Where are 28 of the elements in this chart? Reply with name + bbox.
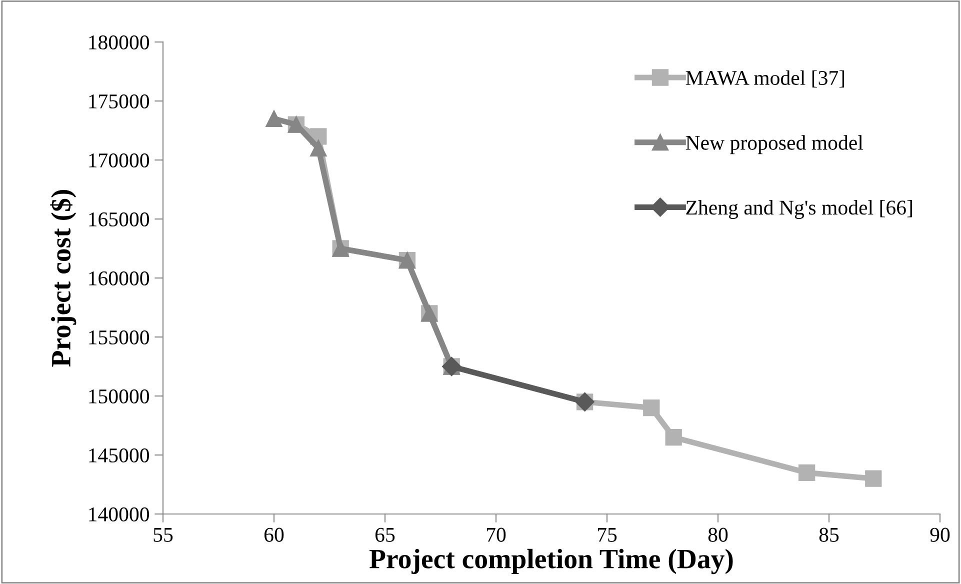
y-tick-label: 165000: [89, 212, 150, 226]
point: [665, 428, 682, 446]
legend-label: Zheng and Ng's model [66]: [686, 200, 912, 219]
x-tick-label: 70: [486, 528, 506, 542]
y-tick-label: 145000: [89, 448, 150, 462]
point: [798, 464, 816, 482]
x-tick-label: 75: [598, 528, 617, 542]
x-tick-label: 90: [930, 528, 950, 542]
point: [266, 110, 282, 128]
y-tick-label: 160000: [89, 271, 150, 286]
x-tick-label: 80: [708, 528, 728, 542]
y-axis-title: Project cost ($): [50, 190, 76, 367]
y-tick-label: 170000: [89, 153, 150, 168]
legend-label: MAWA model [37]: [686, 70, 844, 88]
y-tick-label: 150000: [89, 389, 150, 404]
x-tick-label: 65: [375, 528, 395, 542]
x-tick-label: 55: [154, 528, 173, 542]
point: [865, 470, 882, 487]
y-tick-label: 180000: [89, 35, 150, 50]
y-tick-label: 175000: [89, 94, 150, 108]
legend-label: New proposed model: [686, 135, 864, 154]
y-tick-label: 140000: [89, 507, 150, 522]
y-tick-label: 155000: [89, 330, 150, 344]
x-axis-title: Project completion Time (Day): [370, 548, 733, 574]
x-tick-label: 85: [819, 528, 839, 542]
x-tick-label: 60: [264, 528, 284, 542]
point: [643, 399, 660, 416]
point: [310, 140, 327, 157]
